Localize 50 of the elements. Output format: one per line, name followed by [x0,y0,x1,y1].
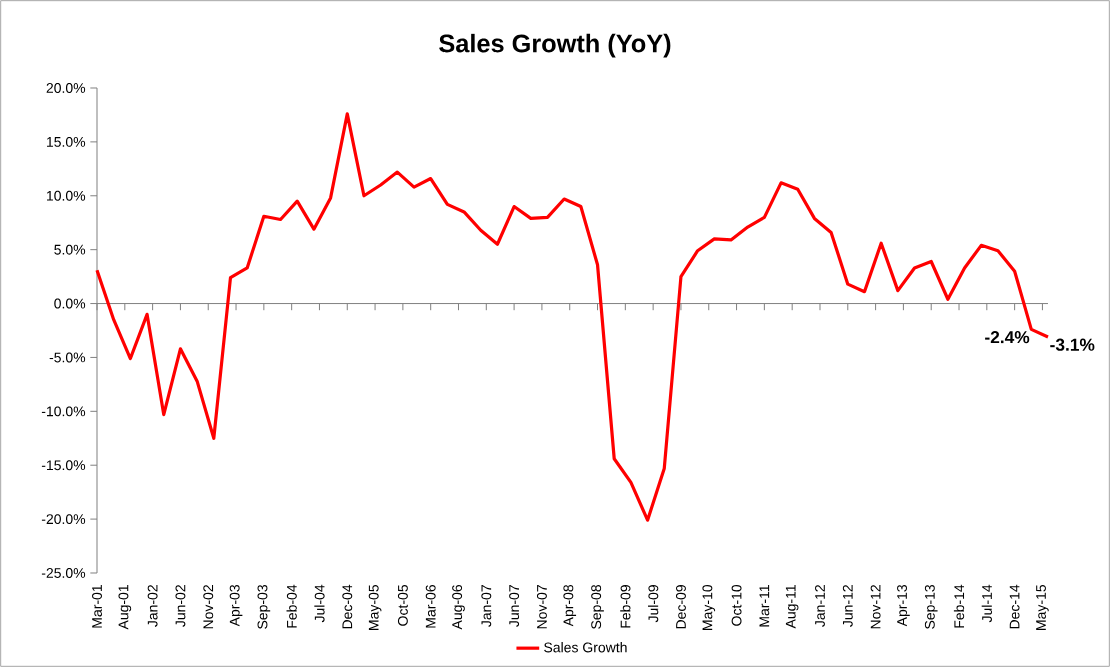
x-tick-label: Mar-01 [92,585,102,628]
y-tick-label: -25.0% [41,568,86,578]
y-tick-label: -20.0% [41,514,86,525]
x-tick-label: Jun-12 [842,585,853,627]
x-tick-label: Dec-04 [342,584,353,629]
x-tick-label: Jan-02 [147,585,158,627]
data-label: -2.4% [985,331,1030,344]
x-tick-label: Jan-07 [481,585,492,627]
x-tick-label: Mar-11 [759,585,770,627]
x-tick-label: Feb-09 [620,585,631,628]
x-tick-label: May-05 [368,584,382,630]
x-tick-label: Jun-07 [509,585,520,627]
chart-title: Sales Growth (YoY) [439,33,671,58]
y-tick-label: 20.0% [46,83,86,93]
x-tick-label: Dec-14 [1009,584,1020,629]
x-tick-label: Jul-04 [314,584,325,623]
x-tick-label: May-15 [1036,584,1049,630]
x-tick-label: Aug-11 [785,585,799,629]
x-tick-label: Apr-08 [563,584,577,627]
y-tick-label: -10.0% [41,406,86,417]
x-tick-label: Aug-01 [118,585,132,630]
x-tick-label: Sep-03 [257,584,271,629]
y-tick-label: 5.0% [54,244,86,255]
x-tick-label: Oct-10 [731,584,742,626]
x-tick-label: Apr-13 [897,584,910,627]
y-tick-label: -15.0% [41,460,86,471]
x-tick-label: Jul-09 [648,585,659,623]
y-tick-label: 10.0% [47,190,86,201]
y-tick-label: -5.0% [49,352,86,363]
x-tick-label: May-10 [702,584,716,630]
line-series [95,112,1050,522]
x-tick-label: Mar-06 [425,584,436,628]
x-tick-label: Jun-02 [175,585,186,627]
legend-label: Sales Growth [544,642,627,653]
y-tick-label: 15.0% [47,136,86,147]
data-label: -3.1% [1050,338,1095,351]
x-tick-label: Sep-13 [924,584,938,629]
x-tick-label: Jan-12 [815,585,825,627]
x-tick-label: Feb-04 [286,584,297,628]
x-tick-label: Aug-06 [452,584,465,630]
x-tick-label: Feb-14 [953,584,965,628]
x-tick-label: Apr-03 [229,584,243,627]
x-tick-label: Jul-14 [981,584,992,623]
x-tick-label: Sep-08 [591,584,604,629]
x-tick-label: Dec-09 [676,585,686,629]
x-tick-label: Oct-05 [397,584,408,626]
x-tick-label: Nov-12 [870,585,881,629]
y-tick-label: 0.0% [54,298,86,309]
x-tick-label: Nov-02 [203,585,214,629]
x-tick-label: Nov-07 [536,585,547,629]
